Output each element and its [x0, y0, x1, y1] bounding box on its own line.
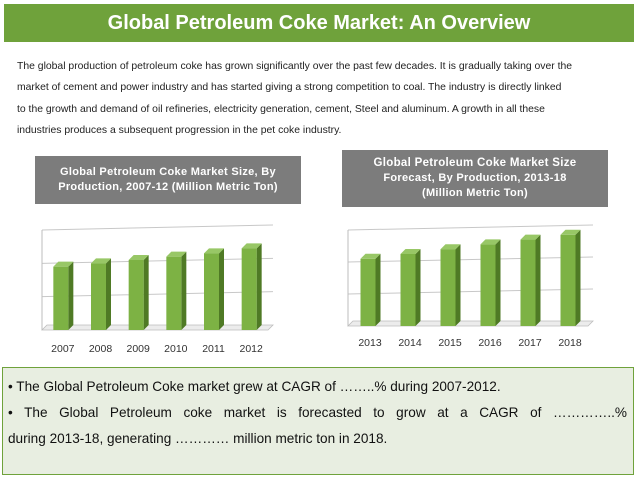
chart1-bar-side	[68, 261, 74, 330]
chart1-gridline	[41, 291, 274, 298]
chart2-gridline	[347, 224, 594, 231]
chart2-x-tick-label: 2018	[558, 337, 582, 349]
summary-box: • The Global Petroleum Coke market grew …	[2, 367, 634, 475]
chart1-bar-top	[53, 261, 74, 267]
chart1-bar-top	[91, 258, 111, 264]
title-bar: Global Petroleum Coke Market: An Overvie…	[4, 4, 634, 42]
chart1-bar-side	[181, 251, 187, 330]
chart2-bar-top	[440, 244, 461, 250]
bullet-forecast-line1: • The Global Petroleum coke market is fo…	[8, 405, 627, 420]
chart1-bar	[204, 253, 219, 330]
chart2-bar-top	[520, 234, 541, 240]
chart1-floor	[41, 324, 274, 331]
chart2-bar-top	[400, 249, 421, 254]
chart1-title-line: Global Petroleum Coke Market Size, By	[60, 166, 276, 178]
chart2-bar	[440, 249, 456, 326]
chart2-bar-side	[415, 249, 421, 326]
chart2-x-tick-label: 2013	[358, 337, 382, 349]
intro-paragraph: The global production of petroleum coke …	[17, 56, 629, 141]
chart2-bar	[520, 239, 536, 326]
chart2-x-tick-label: 2017	[518, 337, 542, 349]
chart1-x-tick-label: 2010	[164, 343, 188, 355]
page-title: Global Petroleum Coke Market: An Overvie…	[107, 11, 531, 34]
chart1-bar	[91, 263, 106, 330]
chart1-title-line: Production, 2007-12 (Million Metric Ton)	[58, 181, 278, 193]
chart1-bar-side	[256, 243, 262, 330]
chart1-gridline	[41, 257, 274, 264]
chart1-x-tick-label: 2007	[51, 343, 75, 355]
chart1-gridline	[41, 224, 274, 231]
chart1-title: Global Petroleum Coke Market Size, By Pr…	[35, 156, 301, 204]
chart1-x-tick-label: 2012	[239, 343, 263, 355]
chart2-title: Global Petroleum Coke Market Size Foreca…	[342, 150, 608, 207]
chart2-bar-top	[560, 229, 581, 235]
bullet-forecast-line2: during 2013-18, generating ………… million …	[8, 431, 388, 446]
chart1-bar-side	[106, 258, 111, 330]
chart2-bar-side	[535, 234, 541, 326]
chart2-bar-top	[480, 239, 501, 245]
chart1-x-tick-label: 2008	[89, 343, 113, 355]
intro-line: to the growth and demand of oil refineri…	[17, 103, 545, 115]
chart2-floor	[347, 320, 594, 327]
bullet-cagr-2007-2012: • The Global Petroleum Coke market grew …	[8, 379, 501, 394]
chart1-x-tick-label: 2011	[202, 343, 225, 355]
chart2-bar-side	[455, 244, 461, 326]
chart1-bar-top	[204, 248, 224, 254]
chart2-bar	[480, 244, 496, 326]
chart2-bar	[400, 254, 416, 326]
chart1-bar-top	[166, 251, 187, 257]
chart2-gridline	[347, 288, 594, 295]
chart1-bar-side	[219, 248, 224, 330]
chart2-x-tick-label: 2015	[438, 337, 462, 349]
chart1-bar	[166, 256, 182, 330]
intro-line: industries produces a subsequent progres…	[17, 124, 342, 136]
chart2-bar-side	[495, 239, 501, 326]
chart2-gridline	[347, 256, 594, 263]
chart2-x-tick-label: 2016	[478, 337, 502, 349]
chart2-bar	[360, 258, 376, 326]
chart2-bar-top	[360, 253, 381, 259]
chart1-bar-top	[128, 255, 149, 260]
chart2-x-tick-label: 2014	[398, 337, 422, 349]
chart1-bar	[241, 248, 257, 330]
chart1-bar-top	[241, 243, 262, 249]
chart2-title-line: (Million Metric Ton)	[421, 187, 528, 199]
intro-line: The global production of petroleum coke …	[17, 61, 573, 72]
chart1-bar	[128, 260, 144, 330]
intro-line: market of cement and power industry and …	[17, 82, 562, 94]
chart1-bar	[53, 266, 69, 330]
chart2-title-line: Forecast, By Production, 2013-18	[383, 172, 567, 184]
chart2-bar-side	[375, 253, 381, 326]
chart1-x-tick-label: 2009	[126, 343, 150, 355]
chart2-bar-side	[575, 229, 581, 326]
chart2-bar	[560, 234, 576, 326]
chart1-bar-side	[143, 255, 149, 330]
chart2-title-line: Global Petroleum Coke Market Size	[373, 157, 577, 169]
